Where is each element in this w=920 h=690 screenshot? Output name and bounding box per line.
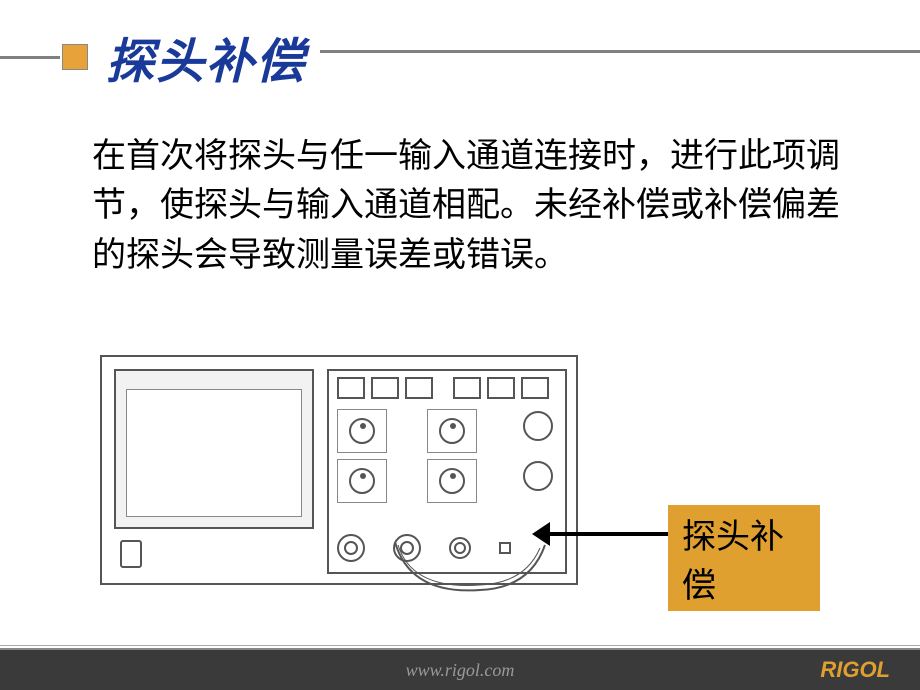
knob-icon bbox=[439, 468, 465, 494]
footer-rule bbox=[0, 645, 920, 646]
knob-icon bbox=[523, 461, 553, 491]
title-rule-left bbox=[0, 56, 60, 59]
knob-icon bbox=[439, 418, 465, 444]
knob-icon bbox=[349, 468, 375, 494]
title-row: 探头补偿 bbox=[0, 0, 920, 92]
callout-arrow-line bbox=[545, 532, 670, 536]
panel-btn-icon bbox=[487, 377, 515, 399]
screen-inner bbox=[126, 389, 302, 517]
title-rule-right bbox=[320, 50, 920, 53]
knob-icon bbox=[349, 418, 375, 444]
knob-cell bbox=[427, 409, 477, 453]
knob-cell bbox=[337, 459, 387, 503]
callout-label: 探头补偿 bbox=[668, 505, 820, 611]
callout-arrow-head-icon bbox=[532, 522, 550, 546]
power-button-icon bbox=[120, 540, 142, 568]
title-bullet-icon bbox=[62, 44, 88, 70]
panel-btn-icon bbox=[371, 377, 399, 399]
panel-buttons bbox=[337, 377, 549, 399]
knob-cell bbox=[337, 409, 387, 453]
knob-cell bbox=[427, 459, 477, 503]
bnc-connector-icon bbox=[337, 534, 365, 562]
panel-btn-icon bbox=[405, 377, 433, 399]
slide: 探头补偿 在首次将探头与任一输入通道连接时，进行此项调节，使探头与输入通道相配。… bbox=[0, 0, 920, 690]
footer-brand: RIGOL bbox=[820, 657, 890, 683]
footer-bar: www.rigol.com RIGOL bbox=[0, 650, 920, 690]
panel-btn-icon bbox=[453, 377, 481, 399]
knob-row bbox=[337, 459, 477, 503]
panel-btn-icon bbox=[337, 377, 365, 399]
knob-row bbox=[337, 409, 477, 453]
knob-icon bbox=[523, 411, 553, 441]
probe-cable-icon bbox=[390, 540, 570, 600]
oscilloscope-screen bbox=[114, 369, 314, 529]
panel-btn-icon bbox=[521, 377, 549, 399]
body-paragraph: 在首次将探头与任一输入通道连接时，进行此项调节，使探头与输入通道相配。未经补偿或… bbox=[0, 92, 920, 280]
oscilloscope-diagram: 探头补偿 bbox=[100, 340, 820, 630]
footer-url: www.rigol.com bbox=[406, 660, 515, 681]
slide-title: 探头补偿 bbox=[106, 22, 306, 92]
